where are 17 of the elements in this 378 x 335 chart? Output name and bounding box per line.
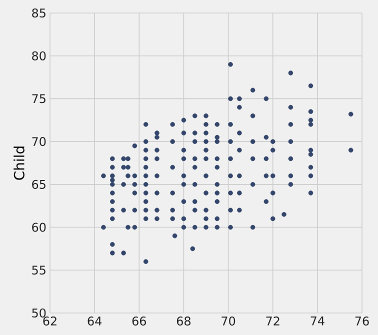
x-tick-label: 62 — [43, 316, 56, 326]
y-tick-label: 70 — [32, 137, 46, 146]
y-tick-label: 50 — [32, 308, 46, 318]
x-tick-label: 68 — [176, 316, 190, 326]
y-tick-label: 60 — [32, 222, 46, 232]
x-tick-label: 72 — [266, 316, 280, 326]
y-axis-title: Child — [14, 146, 24, 180]
y-tick-label: 65 — [32, 180, 46, 189]
x-tick-label: 64 — [88, 316, 102, 326]
y-tick-label: 85 — [32, 8, 46, 18]
y-tick-label: 80 — [32, 51, 46, 60]
x-tick-label: 70 — [222, 316, 236, 326]
y-tick-label: 75 — [32, 94, 46, 104]
y-tick-label: 55 — [32, 266, 46, 275]
x-tick-label: 74 — [310, 316, 324, 326]
x-tick-label: 76 — [355, 316, 369, 326]
x-tick-label: 66 — [132, 316, 146, 326]
